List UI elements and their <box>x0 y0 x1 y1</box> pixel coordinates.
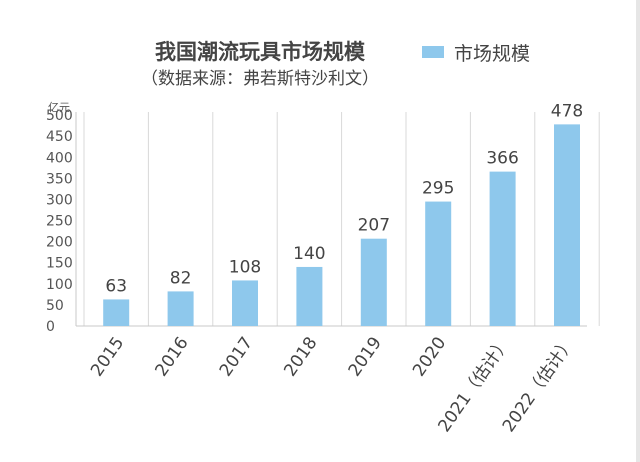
data-label: 207 <box>358 216 390 236</box>
data-label: 295 <box>422 179 454 199</box>
bar <box>103 299 130 326</box>
bar <box>296 266 323 326</box>
x-tick-label: 2017 <box>216 333 257 380</box>
y-tick-label: 500 <box>46 108 73 124</box>
y-unit-label: 亿元 <box>48 101 70 114</box>
chart-title-block: 我国潮流玩具市场规模 （数据来源：弗若斯特沙利文） <box>120 38 400 92</box>
y-tick-label: 250 <box>46 214 73 230</box>
chart-subtitle: （数据来源：弗若斯特沙利文） <box>141 69 379 89</box>
bar <box>167 291 194 326</box>
bar <box>425 201 452 326</box>
y-tick-label: 400 <box>46 150 73 166</box>
chart-legend: 市场规模 <box>422 42 530 65</box>
legend-swatch <box>422 46 444 58</box>
bar <box>554 124 580 326</box>
y-tick-label: 150 <box>46 256 73 272</box>
x-tick-label: 2015 <box>87 333 128 380</box>
bar <box>360 238 387 326</box>
y-tick-label: 350 <box>46 171 73 187</box>
data-label: 63 <box>105 276 127 296</box>
y-tick-label: 200 <box>46 235 73 251</box>
x-tick-label: 2019 <box>345 333 386 380</box>
y-tick-label: 450 <box>46 129 73 145</box>
page-edge <box>636 0 640 462</box>
data-label: 108 <box>229 257 261 277</box>
legend-label: 市场规模 <box>454 42 531 65</box>
data-label: 478 <box>551 101 583 121</box>
data-label: 82 <box>170 268 192 288</box>
x-tick-label: 2020 <box>409 333 450 380</box>
x-tick-label: 2018 <box>280 333 321 380</box>
chart-title: 我国潮流玩具市场规模 <box>155 40 365 64</box>
data-label: 366 <box>486 149 518 169</box>
data-label: 140 <box>293 244 325 264</box>
x-tick-label: 2016 <box>151 333 192 380</box>
bar <box>489 171 516 326</box>
y-tick-label: 0 <box>46 319 55 335</box>
y-tick-label: 50 <box>46 298 64 314</box>
y-tick-label: 100 <box>46 277 73 293</box>
y-tick-label: 300 <box>46 192 73 208</box>
bar <box>232 280 258 326</box>
